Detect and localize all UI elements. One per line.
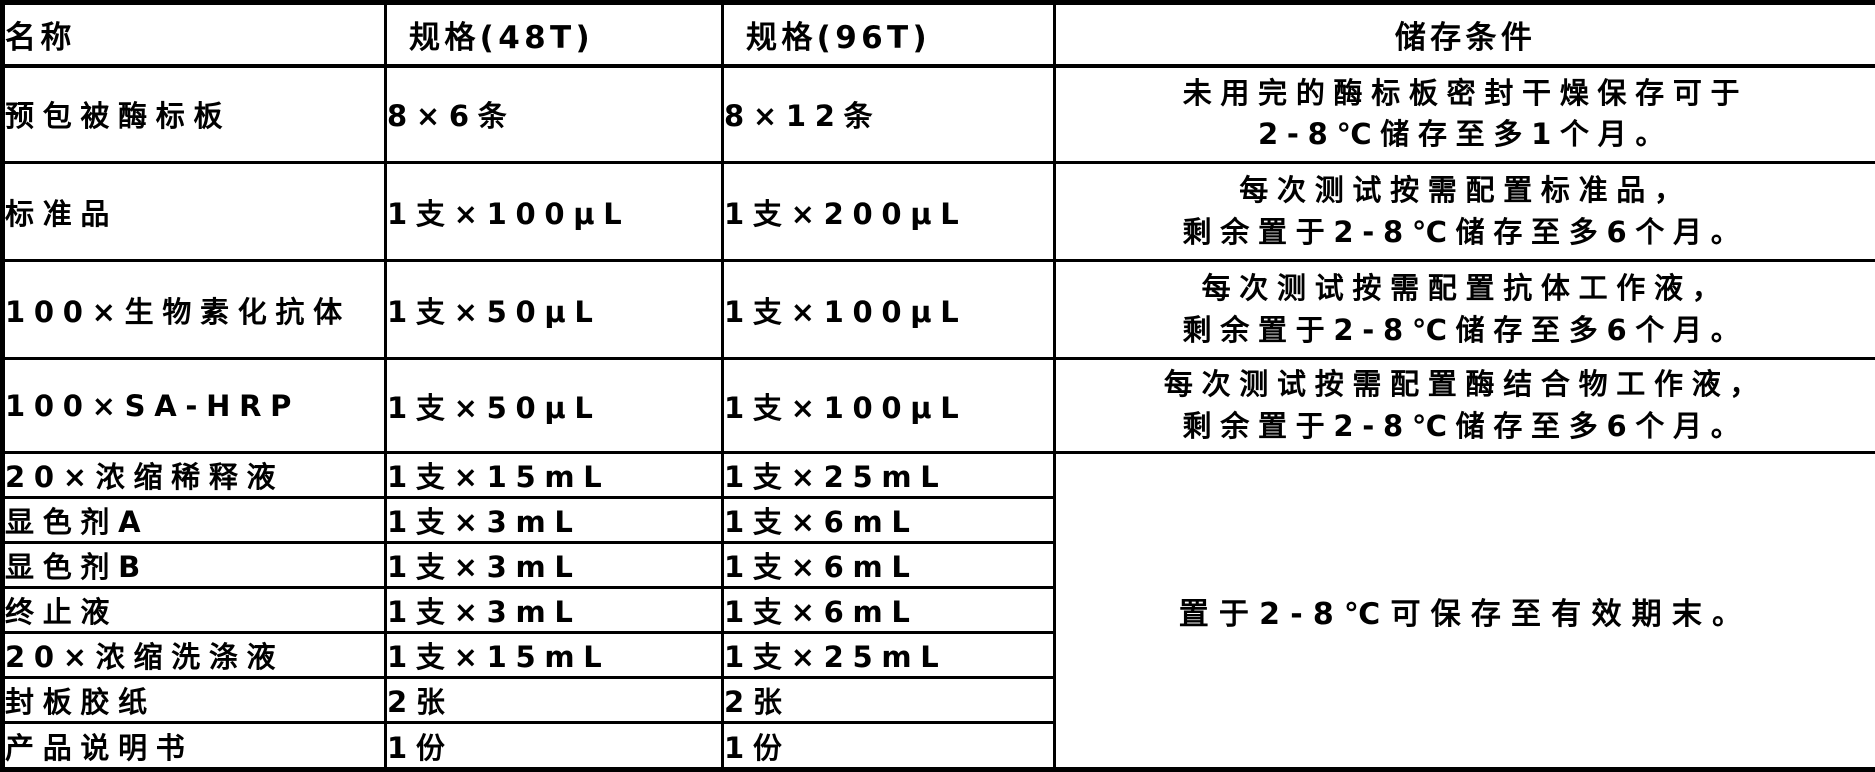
spec-96t-cell: 1支×25mL	[723, 633, 1055, 678]
component-name: 100×生物素化抗体	[3, 261, 386, 359]
header-name: 名称	[3, 3, 386, 66]
component-name: 预包被酶标板	[3, 66, 386, 163]
storage-cell: 每次测试按需配置标准品， 剩余置于2-8℃储存至多6个月。	[1055, 163, 1875, 261]
spec-48t-cell: 1支×100μL	[386, 163, 723, 261]
table-row: 100×生物素化抗体 1支×50μL 1支×100μL 每次测试按需配置抗体工作…	[3, 261, 1875, 359]
storage-line-1: 未用完的酶标板密封干燥保存可于	[1056, 73, 1875, 114]
table-row: 预包被酶标板 8×6条 8×12条 未用完的酶标板密封干燥保存可于 2-8℃储存…	[3, 66, 1875, 163]
storage-line-1: 每次测试按需配置抗体工作液，	[1056, 268, 1875, 309]
spec-48t-cell: 1支×50μL	[386, 359, 723, 453]
spec-48t-cell: 1支×3mL	[386, 543, 723, 588]
storage-line-1: 每次测试按需配置标准品，	[1056, 170, 1875, 211]
component-name: 显色剂B	[3, 543, 386, 588]
spec-96t-cell: 1支×25mL	[723, 453, 1055, 498]
storage-line-2: 2-8℃储存至多1个月。	[1056, 114, 1875, 155]
storage-cell: 每次测试按需配置酶结合物工作液， 剩余置于2-8℃储存至多6个月。	[1055, 359, 1875, 453]
spec-48t-cell: 2张	[386, 678, 723, 723]
spec-48t-cell: 1支×50μL	[386, 261, 723, 359]
header-spec-96t: 规格(96T)	[723, 3, 1055, 66]
component-name: 产品说明书	[3, 723, 386, 770]
component-name: 终止液	[3, 588, 386, 633]
storage-line-1: 每次测试按需配置酶结合物工作液，	[1056, 364, 1875, 405]
component-name: 100×SA-HRP	[3, 359, 386, 453]
spec-48t-cell: 1支×15mL	[386, 453, 723, 498]
component-name: 20×浓缩稀释液	[3, 453, 386, 498]
spec-96t-cell: 1支×200μL	[723, 163, 1055, 261]
component-name: 显色剂A	[3, 498, 386, 543]
spec-48t-cell: 1份	[386, 723, 723, 770]
storage-line-2: 剩余置于2-8℃储存至多6个月。	[1056, 406, 1875, 447]
spec-48t-cell: 1支×3mL	[386, 588, 723, 633]
storage-line-2: 剩余置于2-8℃储存至多6个月。	[1056, 310, 1875, 351]
table-row: 100×SA-HRP 1支×50μL 1支×100μL 每次测试按需配置酶结合物…	[3, 359, 1875, 453]
header-row: 名称 规格(48T) 规格(96T) 储存条件	[3, 3, 1875, 66]
storage-line-2: 剩余置于2-8℃储存至多6个月。	[1056, 212, 1875, 253]
spec-96t-cell: 1支×6mL	[723, 543, 1055, 588]
spec-96t-cell: 1支×6mL	[723, 498, 1055, 543]
component-name: 封板胶纸	[3, 678, 386, 723]
header-spec-48t: 规格(48T)	[386, 3, 723, 66]
component-name: 标准品	[3, 163, 386, 261]
kit-components-table-page: 名称 规格(48T) 规格(96T) 储存条件 预包被酶标板 8×6条 8×12…	[0, 0, 1875, 747]
spec-96t-cell: 1份	[723, 723, 1055, 770]
spec-48t-cell: 1支×3mL	[386, 498, 723, 543]
storage-cell: 未用完的酶标板密封干燥保存可于 2-8℃储存至多1个月。	[1055, 66, 1875, 163]
header-storage: 储存条件	[1055, 3, 1875, 66]
storage-merged-cell: 置于2-8℃可保存至有效期末。	[1055, 453, 1875, 770]
table-row: 20×浓缩稀释液 1支×15mL 1支×25mL 置于2-8℃可保存至有效期末。	[3, 453, 1875, 498]
spec-96t-cell: 8×12条	[723, 66, 1055, 163]
storage-cell: 每次测试按需配置抗体工作液， 剩余置于2-8℃储存至多6个月。	[1055, 261, 1875, 359]
table-row: 标准品 1支×100μL 1支×200μL 每次测试按需配置标准品， 剩余置于2…	[3, 163, 1875, 261]
spec-96t-cell: 1支×6mL	[723, 588, 1055, 633]
spec-48t-cell: 1支×15mL	[386, 633, 723, 678]
spec-96t-cell: 1支×100μL	[723, 261, 1055, 359]
component-name: 20×浓缩洗涤液	[3, 633, 386, 678]
spec-96t-cell: 1支×100μL	[723, 359, 1055, 453]
spec-48t-cell: 8×6条	[386, 66, 723, 163]
spec-96t-cell: 2张	[723, 678, 1055, 723]
